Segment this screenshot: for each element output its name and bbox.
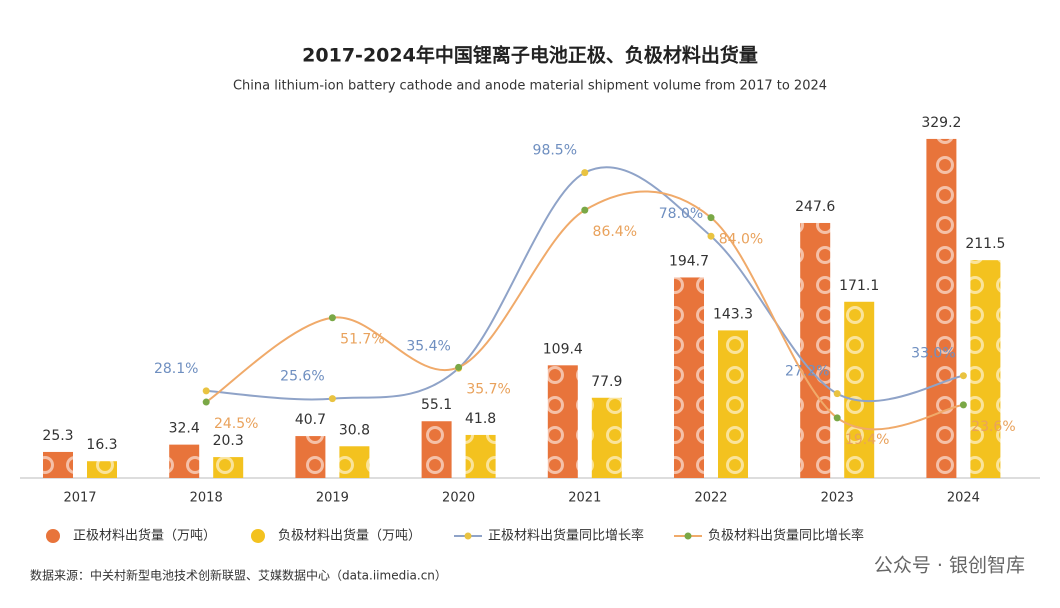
growth-label: 28.1% — [154, 361, 198, 377]
legend-label: 正极材料出货量（万吨） — [73, 528, 216, 544]
bar-label: 211.5 — [965, 236, 1005, 252]
growth-label: 86.4% — [593, 224, 637, 240]
bar — [844, 301, 875, 478]
bar-label: 20.3 — [213, 433, 244, 449]
growth-point — [833, 414, 841, 422]
growth-label: 51.7% — [340, 332, 384, 348]
bar — [169, 444, 200, 478]
bar — [421, 421, 452, 478]
bar — [547, 365, 578, 478]
growth-point — [959, 401, 967, 409]
x-tick-label: 2023 — [821, 491, 854, 506]
legend-label: 负极材料出货量（万吨） — [278, 528, 421, 544]
growth-point — [833, 390, 841, 398]
bar-label: 247.6 — [795, 199, 835, 215]
legend-swatch — [46, 529, 60, 543]
bar — [800, 222, 831, 478]
bar-label: 41.8 — [465, 411, 496, 427]
growth-label: 35.7% — [466, 381, 510, 397]
bar — [674, 277, 704, 478]
watermark: 公众号 · 银创智库 — [874, 555, 1025, 577]
bar-label: 329.2 — [921, 115, 961, 131]
growth-point — [455, 363, 463, 371]
x-tick-label: 2019 — [316, 491, 349, 506]
growth-point — [328, 314, 336, 322]
growth-label: 19.4% — [845, 432, 889, 448]
bar — [339, 446, 370, 478]
bar-label: 171.1 — [839, 278, 879, 294]
growth-label: 84.0% — [719, 232, 763, 248]
growth-label: 25.6% — [280, 369, 324, 385]
growth-point — [328, 395, 336, 403]
legend-label: 正极材料出货量同比增长率 — [488, 528, 644, 544]
growth-point — [202, 387, 210, 395]
growth-point — [581, 169, 589, 177]
bar — [970, 260, 1001, 478]
growth-point — [707, 232, 715, 240]
bar-label: 194.7 — [669, 253, 709, 269]
bar — [87, 461, 117, 478]
bar — [926, 138, 957, 478]
x-tick-label: 2022 — [694, 491, 727, 506]
bar — [465, 434, 496, 478]
growth-point — [581, 206, 589, 214]
legend-swatch — [684, 532, 692, 540]
growth-point — [202, 398, 210, 406]
x-tick-label: 2021 — [568, 491, 601, 506]
x-tick-label: 2024 — [947, 491, 980, 506]
chart-subtitle: China lithium-ion battery cathode and an… — [233, 79, 827, 94]
growth-point — [707, 214, 715, 222]
bar — [43, 451, 73, 478]
growth-point — [959, 372, 967, 380]
x-tick-label: 2020 — [442, 491, 475, 506]
bar-label: 32.4 — [169, 421, 200, 437]
bar-label: 109.4 — [543, 341, 583, 357]
legend-label: 负极材料出货量同比增长率 — [708, 528, 864, 544]
bar-label: 25.3 — [42, 428, 73, 444]
bar — [213, 457, 244, 478]
growth-label: 24.5% — [214, 416, 258, 432]
bar-label: 143.3 — [713, 306, 753, 322]
bar — [591, 397, 622, 478]
bar-label: 77.9 — [591, 374, 622, 390]
chart-title: 2017-2024年中国锂离子电池正极、负极材料出货量 — [302, 44, 758, 67]
growth-label: 35.4% — [406, 338, 450, 354]
bar-label: 55.1 — [421, 397, 452, 413]
bar-label: 16.3 — [86, 437, 117, 453]
legend-swatch — [464, 532, 472, 540]
growth-label: 78.0% — [659, 206, 703, 222]
growth-label: 23.6% — [971, 419, 1015, 435]
x-tick-label: 2018 — [190, 491, 223, 506]
bar — [718, 330, 748, 478]
bar-label: 40.7 — [295, 412, 326, 428]
growth-label: 98.5% — [533, 143, 577, 159]
growth-label: 33.0% — [911, 346, 955, 362]
x-tick-label: 2017 — [63, 491, 96, 506]
bar-label: 30.8 — [339, 422, 370, 438]
source: 数据来源：中关村新型电池技术创新联盟、艾媒数据中心（data.iimedia.c… — [30, 568, 447, 583]
legend-swatch — [251, 529, 265, 543]
bar — [295, 436, 326, 478]
growth-label: 27.2% — [785, 364, 829, 380]
